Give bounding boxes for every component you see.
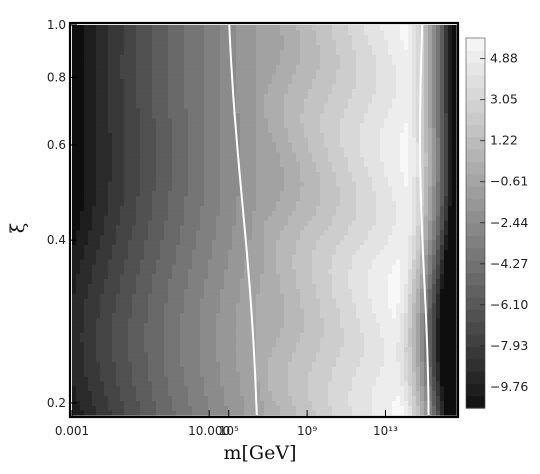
colorbar-tick-label: −0.61	[490, 174, 528, 189]
colorbar-band	[466, 334, 485, 347]
colorbar-band	[466, 99, 485, 113]
colorbar-band	[466, 321, 485, 335]
y-tick-label: 0.4	[47, 233, 66, 247]
y-axis: 0.2 0.4 0.6 0.8 1.0	[47, 18, 77, 410]
highlight-contour	[228, 24, 258, 416]
highlight-contour	[419, 24, 430, 415]
colorbar-band	[466, 149, 485, 162]
x-tick-label: 10¹³	[373, 424, 398, 438]
colorbar-band	[466, 50, 485, 64]
colorbar-band	[466, 358, 485, 372]
white-contours	[228, 24, 430, 416]
colorbar-band	[466, 198, 485, 212]
x-tick-label: 0.001	[55, 424, 89, 438]
colorbar-tick-label: 1.22	[490, 133, 518, 148]
y-tick-label: 0.2	[47, 396, 66, 410]
x-tick-label: 10⁹	[297, 424, 317, 438]
colorbar-band	[466, 272, 485, 286]
colorbar-tick-label: −6.10	[490, 297, 528, 312]
colorbar-band	[466, 173, 485, 187]
colorbar-tick-label: −9.76	[490, 379, 528, 394]
colorbar-band	[466, 383, 485, 397]
colorbar-band	[466, 87, 485, 101]
colorbar-band	[466, 223, 485, 236]
colorbar-band	[466, 161, 485, 175]
colorbar-band	[466, 186, 485, 199]
y-tick-label: 1.0	[47, 18, 66, 32]
x-tick-label: 10.000	[188, 424, 230, 438]
contour-field	[72, 25, 457, 416]
colorbar-band	[466, 38, 485, 51]
x-tick-label: 10⁵	[219, 424, 239, 438]
y-tick-label: 0.6	[47, 138, 66, 152]
colorbar-band	[466, 371, 485, 384]
colorbar-band	[466, 395, 485, 409]
colorbar-band	[466, 346, 485, 360]
colorbar-tick-label: −4.27	[490, 256, 528, 271]
colorbar-tick-label: 4.88	[490, 51, 518, 66]
colorbar-band	[466, 112, 485, 125]
colorbar-tick-label: 3.05	[490, 92, 518, 107]
colorbar-band	[466, 210, 485, 224]
colorbar-band	[466, 62, 485, 76]
plot-frame	[68, 21, 460, 419]
colorbar-band	[466, 284, 485, 298]
colorbar-band	[466, 235, 485, 249]
colorbar-band	[466, 309, 485, 323]
colorbar: 4.88 3.05 1.22 −0.61 −2.44 −4.27 −6.10 −7.93 −9.…	[465, 37, 528, 409]
colorbar-band	[466, 247, 485, 261]
x-axis-label: m[GeV]	[224, 442, 297, 464]
colorbar-tick-label: −7.93	[490, 338, 528, 353]
colorbar-band	[466, 124, 485, 138]
colorbar-band	[466, 75, 485, 88]
y-axis-label: ξ	[7, 223, 29, 233]
colorbar-tick-label: −2.44	[490, 215, 528, 230]
colorbar-band	[466, 260, 485, 273]
colorbar-band	[466, 136, 485, 150]
colorbar-band	[466, 297, 485, 310]
y-tick-label: 0.8	[47, 70, 66, 84]
